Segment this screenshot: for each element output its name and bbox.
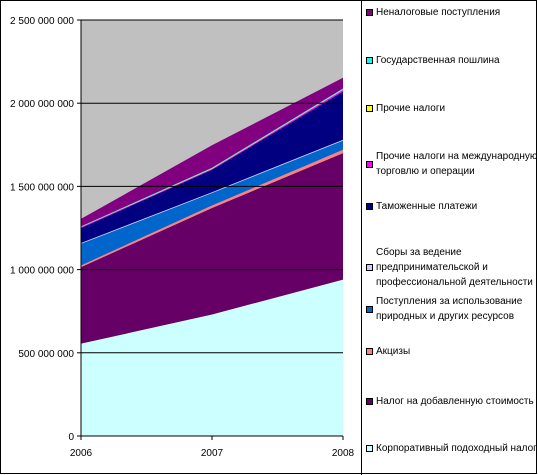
- legend-label-4: Сборы за ведение предпринимательской и п…: [376, 247, 533, 288]
- legend-label-5: Таможенные платежи: [376, 201, 478, 212]
- x-tick-label-0: 2006: [70, 448, 93, 459]
- legend-item-9: Неналоговые поступления: [366, 5, 538, 20]
- legend-label-2: Акцизы: [376, 346, 411, 357]
- legend-label-6: Прочие налоги на международную торговлю …: [376, 151, 538, 177]
- legend-label-0: Корпоративный подоходный налог: [376, 443, 537, 454]
- legend-item-4: Сборы за ведение предпринимательской и п…: [366, 245, 538, 290]
- area-series-9: [81, 77, 343, 227]
- legend-item-0: Корпоративный подоходный налог: [366, 441, 538, 456]
- legend-item-8: Государственная пошлина: [366, 53, 538, 68]
- x-tick-label-1: 2007: [201, 448, 224, 459]
- area-series-5: [81, 91, 343, 243]
- legend-swatch-9: [366, 9, 373, 16]
- legend-swatch-4: [366, 264, 373, 271]
- chart-legend: Неналоговые поступления Государственная п…: [361, 1, 538, 475]
- legend-swatch-2: [366, 348, 373, 355]
- area-series-0: [81, 279, 343, 436]
- legend-swatch-1: [366, 398, 373, 405]
- legend-swatch-3: [366, 305, 373, 313]
- x-tick-label-2: 2008: [332, 448, 355, 459]
- legend-swatch-6: [366, 160, 373, 168]
- legend-label-9: Неналоговые поступления: [376, 7, 501, 18]
- y-tick-label-0: 0: [68, 432, 74, 443]
- legend-item-3: Поступления за использование природных и…: [366, 294, 538, 324]
- area-series-3: [81, 140, 343, 266]
- chart-plot: 0 500 000 000 1 000 000 000 1 500 000 000 2 …: [10, 16, 355, 459]
- legend-item-7: Прочие налоги: [366, 101, 538, 116]
- legend-item-2: Акцизы: [366, 344, 538, 359]
- y-tick-label-4: 2 000 000 000: [10, 99, 74, 110]
- y-tick-label-3: 1 500 000 000: [10, 182, 74, 193]
- legend-item-5: Таможенные платежи: [366, 199, 538, 214]
- legend-label-8: Государственная пошлина: [376, 55, 500, 66]
- y-tick-label-1: 500 000 000: [18, 349, 74, 360]
- area-series-2: [81, 149, 343, 268]
- legend-label-1: Налог на добавленную стоимость: [376, 396, 534, 407]
- y-tick-label-2: 1 000 000 000: [10, 266, 74, 277]
- legend-label-3: Поступления за использование природных и…: [376, 296, 523, 322]
- legend-swatch-7: [366, 105, 373, 112]
- legend-swatch-5: [366, 203, 373, 210]
- area-series-4: [81, 139, 343, 244]
- area-series-1: [81, 153, 343, 344]
- legend-item-1: Налог на добавленную стоимость: [366, 394, 538, 409]
- legend-swatch-0: [366, 445, 373, 452]
- legend-item-6: Прочие налоги на международную торговлю …: [366, 149, 538, 179]
- legend-label-7: Прочие налоги: [376, 103, 446, 114]
- legend-swatch-8: [366, 57, 373, 64]
- y-tick-label-5: 2 500 000 000: [10, 16, 74, 27]
